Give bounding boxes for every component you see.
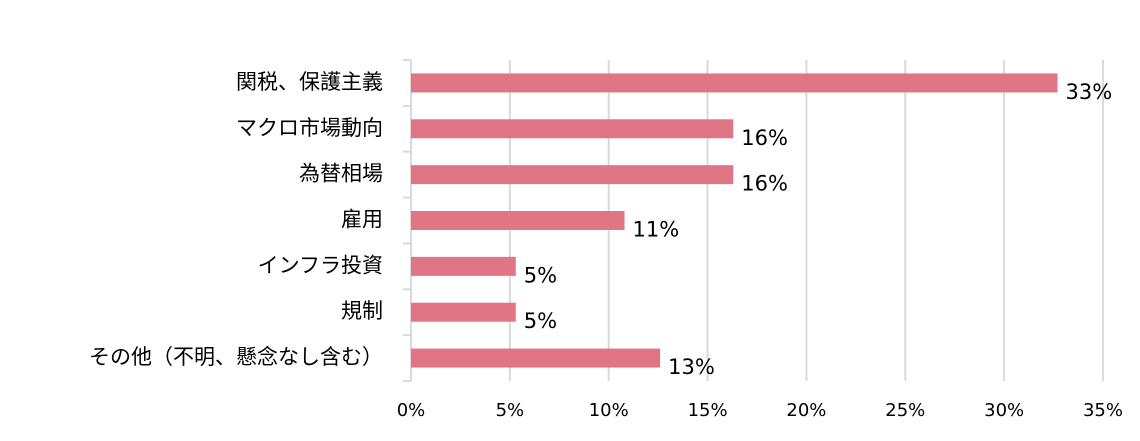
x-tick-label: 35% — [1083, 400, 1123, 421]
bar — [411, 165, 734, 185]
category-label: 雇用 — [341, 208, 383, 232]
x-tick-label: 20% — [786, 400, 826, 421]
category-label: 為替相場 — [299, 162, 383, 186]
bar — [411, 256, 516, 276]
value-label: 5% — [524, 309, 557, 333]
bar — [411, 119, 734, 139]
value-label: 5% — [524, 263, 557, 287]
category-label: インフラ投資 — [258, 253, 383, 277]
value-label: 11% — [633, 218, 680, 242]
value-label: 13% — [668, 355, 715, 379]
x-tick-label: 0% — [397, 400, 426, 421]
bar — [411, 302, 516, 322]
x-tick-label: 5% — [496, 400, 525, 421]
bar — [411, 348, 661, 368]
category-label: 関税、保護主義 — [236, 70, 383, 94]
bar — [411, 211, 625, 230]
bar — [411, 73, 1058, 93]
category-label: マクロ市場動向 — [236, 116, 383, 140]
value-label: 33% — [1066, 80, 1113, 104]
x-tick-label: 10% — [589, 400, 629, 421]
category-label: その他（不明、懸念なし含む） — [89, 345, 383, 369]
value-label: 16% — [741, 126, 788, 150]
x-tick-label: 25% — [885, 400, 925, 421]
x-tick-label: 15% — [688, 400, 728, 421]
x-tick-label: 30% — [984, 400, 1024, 421]
value-label: 16% — [741, 172, 788, 196]
category-label: 規制 — [341, 299, 383, 323]
